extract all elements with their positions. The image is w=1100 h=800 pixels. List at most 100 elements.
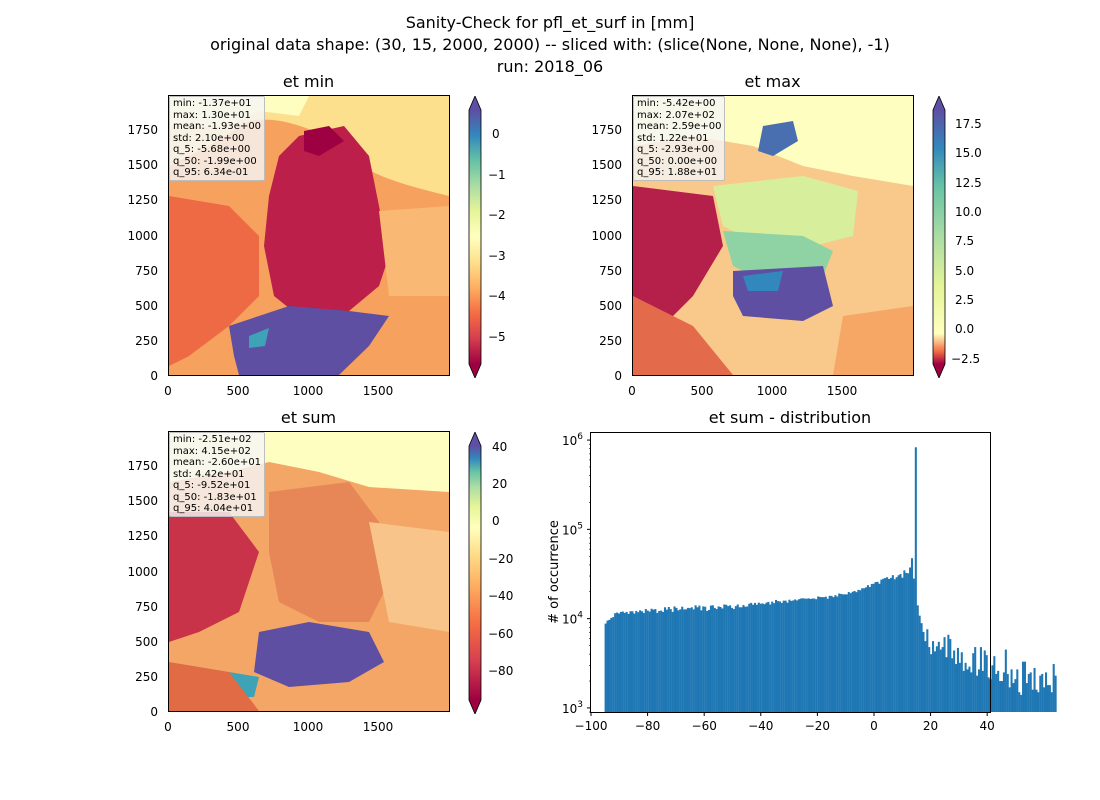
histogram-bar	[805, 598, 808, 712]
histogram-bar	[960, 652, 963, 712]
histogram-bar	[947, 634, 950, 712]
histogram-bar	[1006, 673, 1009, 712]
histogram-bar	[706, 610, 709, 712]
histogram-bar	[635, 610, 638, 712]
y-tick-label: 103	[562, 700, 583, 716]
histogram-bar	[616, 612, 619, 712]
histogram-bar	[820, 597, 824, 712]
et-max-stats: min: -5.42e+00 max: 2.07e+02 mean: 2.59e…	[633, 96, 726, 181]
histogram-bar	[658, 610, 661, 712]
histogram-bar	[757, 602, 760, 712]
y-tick-label: 250	[135, 670, 158, 684]
et-min-colorbar	[468, 96, 482, 378]
histogram-bar	[832, 597, 835, 712]
y-tick-label: 1250	[127, 529, 158, 543]
histogram-bar	[809, 598, 812, 712]
histogram-bar	[734, 606, 737, 712]
histogram-bar	[610, 617, 613, 712]
histogram-bar	[870, 584, 873, 712]
histogram-bar	[813, 598, 816, 712]
histogram-bar	[755, 604, 758, 712]
histogram-bar	[935, 646, 938, 712]
histogram-bar	[962, 670, 965, 712]
stat-line: q_50: -1.83e+01	[173, 491, 257, 503]
histogram-bar	[1041, 673, 1044, 712]
histogram-bar	[759, 603, 762, 712]
histogram-bar	[640, 611, 644, 712]
histogram-bar	[889, 577, 892, 712]
histogram-bar	[939, 649, 942, 712]
histogram-bar	[669, 609, 672, 712]
histogram-bar	[778, 601, 781, 712]
histogram-bar	[742, 605, 745, 712]
histogram-bar	[660, 610, 663, 712]
histogram-bar	[920, 623, 923, 712]
histogram-bar	[702, 606, 705, 712]
y-tick-label: 750	[135, 600, 158, 614]
histogram-bar	[928, 647, 931, 712]
histogram-bar	[765, 602, 768, 712]
histogram-bar	[644, 609, 647, 712]
et-max-colorbar	[932, 96, 946, 378]
stat-line: q_95: 6.34e-01	[173, 167, 249, 178]
histogram-bar	[721, 608, 724, 712]
histogram-bar	[767, 601, 770, 712]
histogram-bar	[945, 657, 948, 712]
histogram-bar	[650, 608, 653, 712]
histogram-bar	[746, 606, 749, 712]
histogram-bar	[840, 593, 843, 712]
histogram-bar	[857, 589, 860, 712]
histogram-bar	[847, 591, 850, 712]
histogram-bar	[730, 607, 734, 712]
histogram-frame	[590, 432, 991, 713]
colorbar-tick-label: 12.5	[955, 176, 982, 190]
colorbar-tick-label: 0.0	[955, 322, 975, 336]
histogram-bar	[685, 609, 688, 712]
histogram-bar	[912, 578, 915, 712]
histogram-bar	[914, 447, 917, 712]
colorbar-tick-label: −20	[488, 552, 514, 566]
histogram-bar	[665, 609, 668, 712]
colorbar-tick-label: −2	[488, 208, 506, 222]
figure-title-line-1: Sanity-Check for pfl_et_surf in [mm]	[405, 13, 695, 32]
histogram-bar	[997, 670, 1000, 712]
histogram-bar	[968, 666, 971, 712]
x-tick-label: 500	[226, 720, 250, 734]
y-tick-label: 1000	[591, 229, 622, 243]
colorbar-tick-label: 10.0	[955, 205, 982, 219]
histogram-bar	[696, 607, 699, 712]
histogram-bar	[863, 588, 866, 712]
histogram-bar	[909, 567, 912, 712]
histogram-bar	[855, 592, 858, 712]
histogram-bar	[679, 609, 682, 712]
x-tick-label: 1000	[292, 720, 324, 734]
histogram-bar	[1043, 687, 1046, 712]
x-tick-label: −40	[748, 719, 773, 733]
histogram-bar	[899, 574, 902, 712]
histogram-bar	[807, 598, 810, 712]
histogram-bar	[740, 607, 743, 712]
histogram-bar	[859, 590, 862, 712]
figure-title-line-2: original data shape: (30, 15, 2000, 2000…	[210, 35, 890, 54]
histogram-bar	[801, 598, 804, 712]
histogram-bar	[868, 587, 871, 712]
histogram-bar	[811, 598, 814, 712]
histogram-bar	[750, 602, 753, 712]
histogram-bar	[612, 617, 615, 712]
histogram-bar	[1004, 649, 1007, 712]
histogram-bar	[673, 606, 676, 712]
histogram-bar	[639, 610, 642, 712]
histogram-bar	[976, 675, 979, 712]
histogram-bar	[905, 572, 908, 712]
histogram-bar	[1037, 692, 1040, 712]
et-sum-colorbar	[468, 432, 482, 714]
histogram-bar	[796, 600, 799, 712]
histogram-bar	[824, 596, 827, 712]
histogram-bar	[1010, 669, 1013, 712]
histogram-bar	[619, 611, 622, 712]
histogram-bar	[688, 608, 691, 712]
histogram-ylabel: # of occurrence	[547, 520, 562, 624]
x-tick-label: 1500	[362, 384, 394, 398]
histogram-bar	[799, 598, 802, 712]
x-tick-label: 20	[923, 719, 938, 733]
